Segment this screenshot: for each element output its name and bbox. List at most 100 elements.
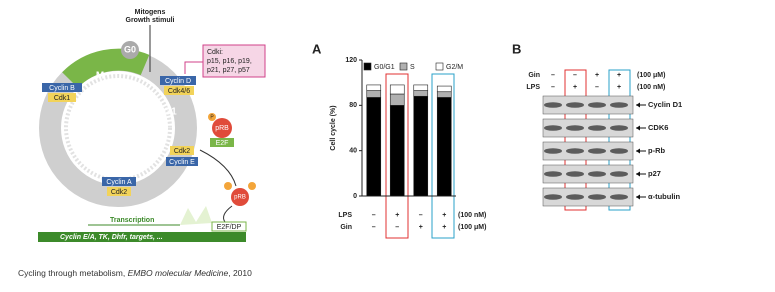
protein-label: Cyclin E (169, 159, 195, 166)
band (588, 148, 606, 154)
condition-sign: + (617, 72, 621, 79)
band (566, 102, 584, 108)
condition-label: Gin (340, 224, 352, 231)
stimuli-label: Mitogens (135, 9, 166, 16)
y-tick-label: 0 (353, 193, 357, 200)
condition-sign: + (595, 72, 599, 79)
box (107, 187, 131, 196)
band (544, 125, 562, 131)
targets-label: Cyclin E/A, TK, Dhfr, targets, ... (60, 234, 163, 241)
legend-label: S (410, 64, 415, 71)
protein-label: E2F (216, 140, 229, 147)
band (566, 171, 584, 177)
cdki-label: p15, p16, p19, (207, 58, 252, 65)
protein-label: Cdk1 (54, 95, 70, 102)
protein-label: p-Rb (648, 146, 665, 155)
caption: Cycling through metabolism, EMBO molecul… (18, 268, 252, 278)
band (610, 194, 628, 200)
caption-title: Cycling through metabolism, (18, 268, 128, 278)
cdki-label: Cdki: (207, 49, 223, 56)
box (42, 83, 82, 92)
condition-sign: – (551, 72, 555, 79)
arrow-head (636, 148, 640, 154)
box (160, 76, 196, 85)
box (164, 86, 194, 95)
condition-sign: – (595, 84, 599, 91)
arrow (199, 149, 237, 187)
box (210, 138, 234, 147)
protein-label: p27 (648, 169, 661, 178)
bar-segment (413, 84, 429, 91)
condition-sign: – (372, 212, 376, 219)
prb-circle (231, 188, 249, 206)
g0-circle (121, 41, 139, 59)
legend-swatch (435, 62, 444, 71)
condition-label: LPS (338, 212, 352, 219)
panel-letter: B (512, 41, 521, 56)
dna-bar (38, 232, 246, 242)
band (610, 102, 628, 108)
band (588, 102, 606, 108)
m-phase-arc (62, 48, 150, 89)
box (166, 157, 198, 166)
condition-dose: (100 μM) (637, 72, 665, 79)
legend-label: G0/G1 (374, 64, 395, 71)
highlight-box (608, 69, 631, 211)
condition-sign: – (551, 84, 555, 91)
band (544, 194, 562, 200)
bar-segment (366, 84, 382, 91)
protein-label: Cyclin A (106, 179, 132, 186)
phase-label: G1 (163, 107, 177, 118)
condition-dose: (100 nM) (637, 84, 665, 91)
bar-segment (436, 91, 452, 98)
band (588, 171, 606, 177)
caption-year: , 2010 (228, 268, 252, 278)
condition-sign: + (442, 224, 446, 231)
protein-label: pRB (215, 125, 229, 132)
cell-cycle-diagram: G0 M G1 G2 S Mitogens Growth stimuli Cyc… (38, 9, 266, 242)
condition-label: Gin (528, 72, 540, 79)
protein-label: Cyclin D (165, 78, 191, 85)
band (588, 194, 606, 200)
band (610, 171, 628, 177)
condition-sign: – (395, 224, 399, 231)
legend-label: G2/M (446, 64, 463, 71)
bar-segment (366, 97, 382, 197)
band (544, 148, 562, 154)
bar-segment (389, 93, 405, 106)
protein-label: pRB (234, 195, 246, 201)
phospho (248, 182, 256, 190)
band (544, 171, 562, 177)
cdki-box (202, 44, 266, 78)
protein-label: Cyclin B (49, 85, 75, 92)
band (610, 148, 628, 154)
transcription-label: Transcription (110, 217, 154, 224)
phospho-label: P (210, 114, 214, 120)
protein-label: α-tubulin (648, 192, 681, 201)
caption-journal: EMBO molecular Medicine (128, 268, 229, 278)
bar-segment (389, 84, 405, 95)
y-tick-label: 40 (349, 148, 357, 155)
box (102, 177, 136, 186)
condition-sign: + (395, 212, 399, 219)
condition-label: LPS (526, 84, 540, 91)
protein-label: Cdk2 (111, 189, 127, 196)
cdki-label: p21, p27, p57 (207, 67, 250, 74)
phase-label: M (96, 71, 104, 82)
bar-segment (366, 90, 382, 98)
arrow-head (636, 125, 640, 131)
condition-dose: (100 μM) (458, 224, 486, 231)
panel-letter: A (312, 41, 322, 56)
arrow-head (636, 171, 640, 177)
highlight-box (564, 69, 587, 211)
highlight-box (385, 73, 409, 239)
condition-sign: – (372, 224, 376, 231)
legend-swatch (363, 62, 372, 71)
arrow (223, 205, 233, 223)
bar-segment (436, 97, 452, 197)
protein-label: E2F/DP (217, 224, 242, 231)
bar-segment (389, 105, 405, 197)
condition-sign: + (617, 84, 621, 91)
y-axis-label: Cell cycle (%) (330, 105, 337, 150)
